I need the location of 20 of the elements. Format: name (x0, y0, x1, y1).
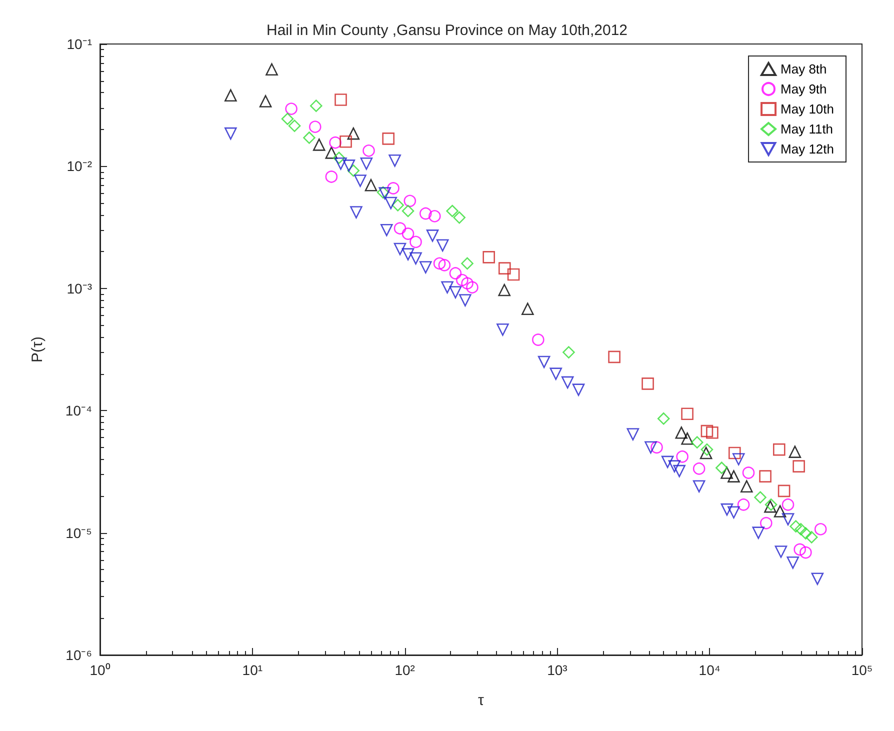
legend-label: May 11th (780, 122, 834, 136)
x-tick-label: 10⁵ (851, 662, 873, 678)
legend-label: May 8th (780, 62, 827, 76)
y-tick-label: 10⁻⁵ (66, 524, 92, 541)
x-tick-label: 10³ (547, 662, 568, 678)
x-tick-label: 10⁰ (90, 662, 110, 678)
chart-title: Hail in Min County ,Gansu Province on May 10th,2012 (266, 22, 628, 39)
x-tick-label: 10² (394, 662, 416, 678)
y-tick-label: 10⁻⁶ (66, 647, 92, 663)
y-axis-title: P(τ) (29, 336, 46, 362)
x-tick-label: 10⁴ (698, 662, 720, 678)
x-tick-label: 10¹ (242, 662, 263, 678)
y-tick-label: 10⁻⁴ (65, 402, 92, 419)
legend-label: May 9th (780, 82, 827, 96)
legend-label: May 12th (780, 142, 834, 156)
y-tick-label: 10⁻² (66, 158, 92, 174)
x-axis-title: τ (478, 692, 484, 709)
legend-label: May 10th (780, 102, 834, 116)
y-tick-label: 10⁻³ (66, 280, 92, 296)
y-tick-label: 10⁻¹ (66, 36, 92, 52)
